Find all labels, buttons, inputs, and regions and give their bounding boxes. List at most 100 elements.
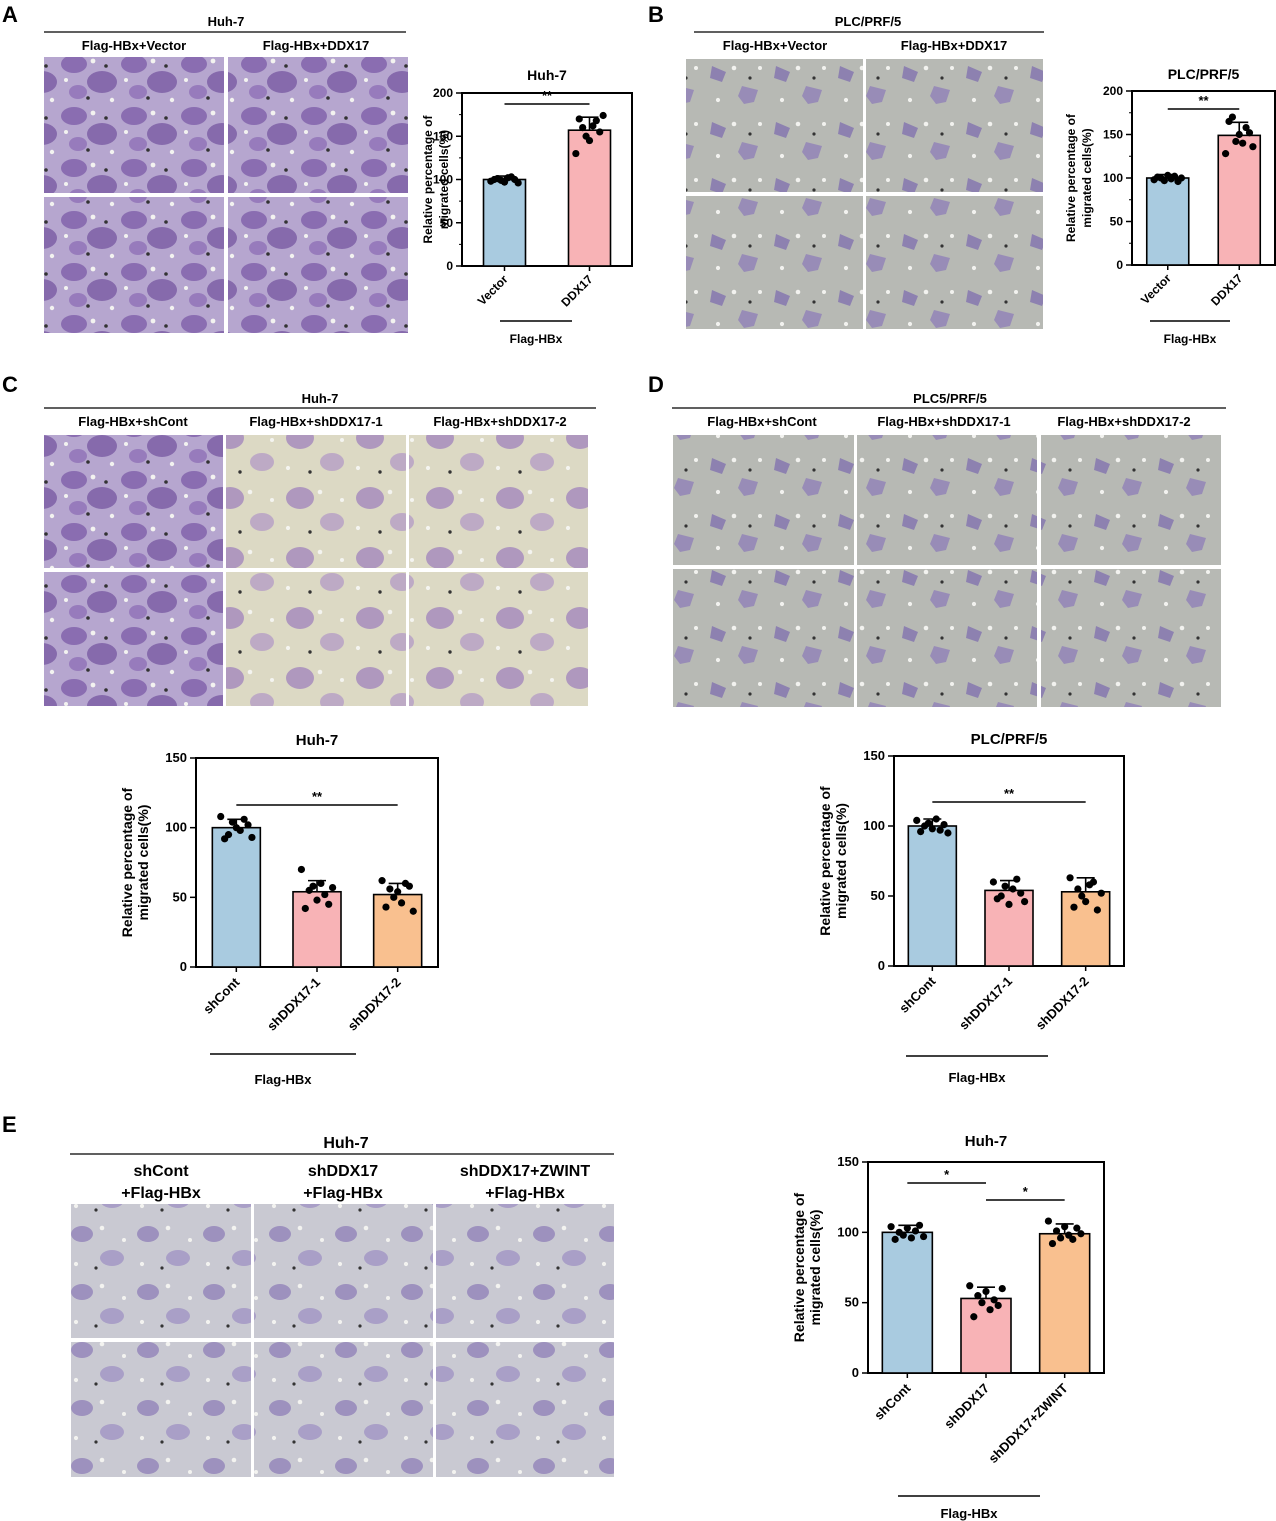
- chart-d-point: [1005, 900, 1013, 909]
- panel-e-col-1-label-line1: shCont: [133, 1163, 189, 1180]
- panel-e-images: Huh-7 shCont +Flag-HBx shDDX17 +Flag-HBx…: [70, 1135, 614, 1477]
- chart-b-category-label-2: DDX17: [1208, 271, 1245, 308]
- panel-b-col-1-label: Flag-HBx+Vector: [723, 38, 827, 53]
- chart-panel-b: PLC/PRF/5 Relative percentage of migrated …: [1064, 66, 1276, 346]
- panel-c-col-3-label: Flag-HBx+shDDX17-2: [433, 414, 566, 429]
- chart-c-point: [325, 900, 333, 908]
- chart-e-point: [1057, 1234, 1065, 1242]
- chart-c-ylabel-line-2: migrated cells(%): [135, 805, 151, 921]
- panel-d-col-3-label: Flag-HBx+shDDX17-2: [1057, 414, 1190, 429]
- chart-c-point: [386, 885, 394, 893]
- chart-d-significance-label-1: **: [1004, 786, 1015, 801]
- chart-d-category-label-3: shDDX17-2: [1033, 974, 1092, 1033]
- chart-b-group-label: Flag-HBx: [1164, 332, 1217, 346]
- chart-b-point: [1249, 143, 1257, 151]
- chart-e-point: [970, 1313, 978, 1321]
- panel-e-col-1-label-line2: +Flag-HBx: [121, 1185, 201, 1202]
- chart-e-point: [998, 1285, 1006, 1293]
- chart-d-point: [917, 828, 925, 836]
- chart-c-point: [309, 882, 317, 890]
- chart-a-ytick-label: 200: [433, 86, 453, 100]
- panel-d-micrograph-3: [1041, 435, 1221, 565]
- chart-c-point: [240, 815, 248, 823]
- chart-a-ylabel-line-1: Relative percentage of: [421, 114, 435, 243]
- chart-c-ytick-label: 150: [165, 750, 187, 765]
- chart-c-point: [244, 821, 252, 829]
- panel-b-micrograph-1: [686, 59, 863, 192]
- chart-d-point: [1074, 885, 1082, 893]
- chart-e-point: [907, 1234, 915, 1242]
- chart-c-title: Huh-7: [296, 732, 339, 749]
- chart-e-point: [1048, 1239, 1057, 1248]
- chart-d-title: PLC/PRF/5: [971, 731, 1048, 748]
- panel-a-header: Huh-7: [208, 14, 245, 29]
- chart-a-point: [589, 122, 597, 130]
- chart-c-point: [301, 904, 309, 913]
- chart-d-point: [932, 815, 940, 823]
- chart-b-point: [1170, 172, 1179, 180]
- chart-e-point: [986, 1306, 994, 1314]
- chart-a-group-label: Flag-HBx: [510, 332, 563, 346]
- panel-label-c: C: [2, 372, 18, 397]
- panel-d-micrograph-2: [857, 435, 1037, 565]
- chart-c-point: [329, 883, 337, 892]
- chart-c-bar-3: [372, 893, 423, 968]
- chart-e-title: Huh-7: [965, 1133, 1008, 1150]
- panel-a-col-2-label: Flag-HBx+DDX17: [263, 38, 370, 53]
- panel-label-b: B: [648, 2, 664, 27]
- chart-d-ytick-label: 50: [871, 888, 885, 903]
- chart-b-point: [1177, 174, 1185, 182]
- chart-a-ytick-label: 150: [433, 129, 453, 143]
- panel-b-micrograph-2: [866, 59, 1043, 192]
- panel-e-micrograph-5: [254, 1342, 433, 1477]
- chart-c-point: [321, 890, 329, 899]
- chart-d-ytick-label: 100: [863, 818, 885, 833]
- panel-a-images: Huh-7 Flag-HBx+Vector Flag-HBx+DDX17: [44, 14, 408, 333]
- chart-b-ytick-label: 0: [1116, 258, 1123, 272]
- chart-b-point: [1228, 113, 1237, 121]
- panel-d-header: PLC5/PRF/5: [913, 391, 987, 406]
- chart-a-category-label-1: Vector: [475, 272, 511, 308]
- chart-e-ytick-label: 100: [837, 1224, 859, 1239]
- chart-d-point: [997, 892, 1005, 900]
- panel-a-micrograph-4: [228, 197, 408, 333]
- chart-c-ytick-label: 50: [173, 889, 187, 904]
- chart-d-point: [1021, 898, 1029, 906]
- chart-e-point: [982, 1287, 990, 1296]
- chart-b-ytick-label: 100: [1103, 171, 1123, 185]
- panel-label-e: E: [2, 1112, 17, 1137]
- chart-c-point: [390, 893, 398, 901]
- panel-d-micrograph-5: [857, 569, 1037, 707]
- chart-e-significance-label-2: *: [1023, 1184, 1029, 1199]
- panel-c-micrograph-1: [44, 435, 223, 568]
- chart-d-point: [913, 816, 921, 825]
- panel-label-a: A: [2, 2, 18, 27]
- chart-c-point: [397, 899, 406, 907]
- chart-a-point: [599, 111, 607, 120]
- panel-c-images: Huh-7 Flag-HBx+shCont Flag-HBx+shDDX17-1…: [44, 391, 596, 706]
- chart-b-point: [1235, 130, 1243, 139]
- chart-e-point: [903, 1224, 911, 1232]
- chart-e-point: [887, 1223, 895, 1231]
- chart-a-category-label-2: DDX17: [558, 272, 595, 309]
- chart-e-category-label-1: shCont: [871, 1380, 914, 1423]
- chart-d-category-label-1: shCont: [896, 973, 939, 1016]
- chart-e-bar-1: [881, 1231, 934, 1374]
- chart-c-point: [236, 826, 244, 835]
- panel-c-micrograph-3: [409, 435, 588, 568]
- chart-e-point: [1077, 1230, 1085, 1238]
- chart-d-point: [1070, 903, 1078, 911]
- chart-c-category-label-1: shCont: [200, 974, 243, 1017]
- chart-e-ytick-label: 50: [845, 1295, 859, 1310]
- panel-a-micrograph-2: [228, 57, 408, 193]
- chart-e-point: [978, 1299, 986, 1307]
- chart-panel-d: PLC/PRF/5 Relative percentage of migrated …: [817, 731, 1125, 1085]
- chart-d-point: [1017, 889, 1025, 897]
- chart-e-point: [990, 1296, 998, 1304]
- panel-b-images: PLC/PRF/5 Flag-HBx+Vector Flag-HBx+DDX17: [686, 14, 1044, 329]
- chart-b-ylabel-line-1: Relative percentage of: [1064, 113, 1078, 242]
- chart-c-category-label-3: shDDX17-2: [345, 975, 404, 1034]
- chart-c-point: [313, 896, 321, 904]
- chart-d-bar-1: [907, 825, 958, 967]
- chart-a-bar-1: [482, 178, 527, 267]
